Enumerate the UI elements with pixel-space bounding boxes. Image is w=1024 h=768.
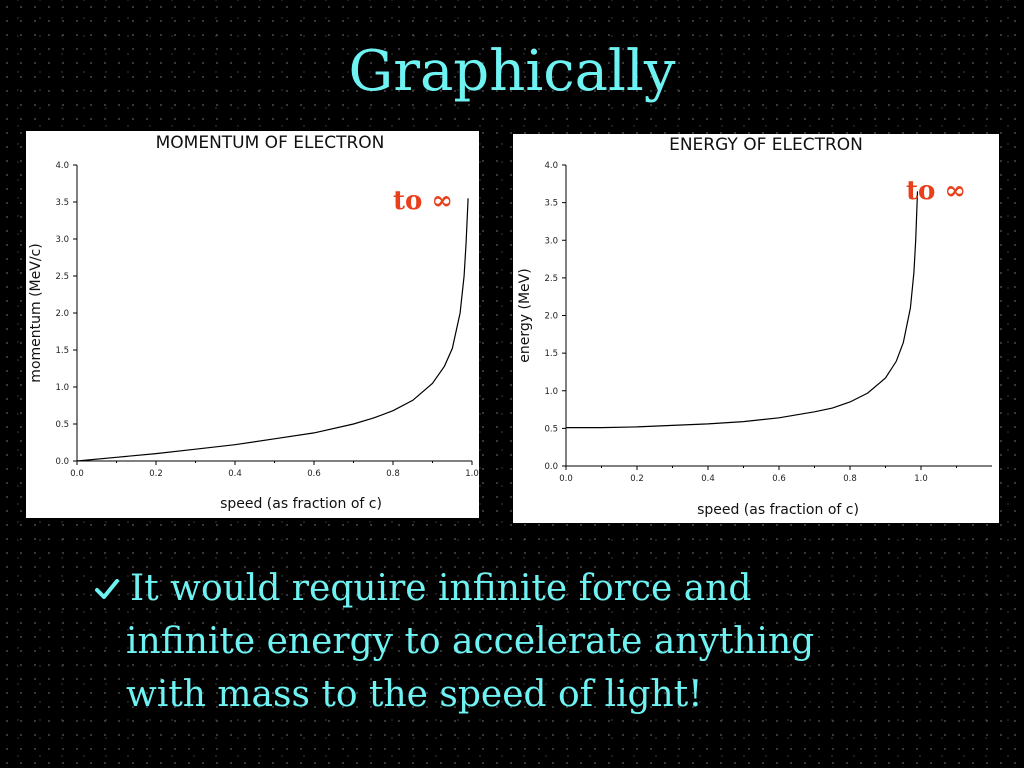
momentum-y-tick-label: 3.0 xyxy=(55,235,69,245)
momentum-y-axis-label: momentum (MeV/c) xyxy=(28,243,44,382)
momentum-x-axis-label: speed (as fraction of c) xyxy=(220,496,382,512)
momentum-curve xyxy=(76,198,469,462)
momentum-y-tick-label: 4.0 xyxy=(55,161,69,171)
energy-x-tick-label: 0.6 xyxy=(772,474,786,484)
energy-x-tick-label: 0.4 xyxy=(701,474,715,484)
slide-title: Graphically xyxy=(348,39,676,104)
energy-y-tick-label: 1.0 xyxy=(544,387,558,397)
momentum-infinity-annotation: to ∞ xyxy=(393,186,453,216)
energy-y-tick-label: 2.5 xyxy=(544,274,558,284)
energy-y-tick-label: 0.0 xyxy=(544,462,558,472)
momentum-y-tick-label: 3.5 xyxy=(55,198,69,208)
bullet-text-line-2: infinite energy to accelerate anything xyxy=(126,621,815,662)
energy-x-tick-label: 1.0 xyxy=(914,474,928,484)
momentum-x-tick-label: 0.0 xyxy=(70,469,84,479)
energy-y-tick-label: 1.5 xyxy=(544,349,558,359)
bullet-text-line-1: It would require infinite force and xyxy=(130,568,752,609)
energy-y-tick-label: 0.5 xyxy=(544,424,558,434)
momentum-y-tick-label: 2.0 xyxy=(55,309,69,319)
momentum-x-tick-label: 0.2 xyxy=(149,469,163,479)
momentum-x-tick-label: 0.6 xyxy=(307,469,321,479)
momentum-y-tick-label: 0.5 xyxy=(55,420,69,430)
momentum-x-tick-label: 0.8 xyxy=(386,469,400,479)
energy-y-axis-label: energy (MeV) xyxy=(517,268,533,362)
energy-infinity-annotation: to ∞ xyxy=(906,176,966,206)
energy-curve xyxy=(566,191,919,429)
momentum-chart: MOMENTUM OF ELECTRON 0.0 0.2 0.4 0.6 0.8 1.0 0.… xyxy=(28,133,479,512)
energy-x-axis-label: speed (as fraction of c) xyxy=(697,502,859,518)
energy-y-tick-label: 3.5 xyxy=(544,199,558,209)
energy-y-tick-label: 3.0 xyxy=(544,236,558,246)
momentum-chart-panel: MOMENTUM OF ELECTRON 0.0 0.2 0.4 0.6 0.8 1.0 0.… xyxy=(26,131,479,518)
energy-x-tick-label: 0.2 xyxy=(630,474,644,484)
momentum-y-tick-label: 0.0 xyxy=(55,457,69,467)
momentum-y-tick-label: 1.0 xyxy=(55,383,69,393)
momentum-y-tick-label: 2.5 xyxy=(55,272,69,282)
bullet-line-1: It would require infinite force and xyxy=(94,562,914,615)
energy-chart-panel: ENERGY OF ELECTRON 0.0 0.2 0.4 0.6 0.8 1.0 0.0 0… xyxy=(513,134,999,523)
momentum-y-tick-label: 1.5 xyxy=(55,346,69,356)
bullet-point: It would require infinite force and infi… xyxy=(94,562,914,721)
energy-chart: ENERGY OF ELECTRON 0.0 0.2 0.4 0.6 0.8 1.0 0.0 0… xyxy=(517,135,992,518)
energy-chart-title: ENERGY OF ELECTRON xyxy=(669,135,863,155)
momentum-chart-title: MOMENTUM OF ELECTRON xyxy=(156,133,385,153)
momentum-x-tick-label: 1.0 xyxy=(465,469,479,479)
bullet-text-line-3: with mass to the speed of light! xyxy=(126,674,703,715)
energy-x-tick-label: 0.0 xyxy=(559,474,573,484)
checkmark-icon xyxy=(95,579,119,599)
energy-y-tick-label: 2.0 xyxy=(544,312,558,322)
energy-y-tick-label: 4.0 xyxy=(544,161,558,171)
momentum-x-tick-label: 0.4 xyxy=(228,469,242,479)
energy-x-tick-label: 0.8 xyxy=(843,474,857,484)
